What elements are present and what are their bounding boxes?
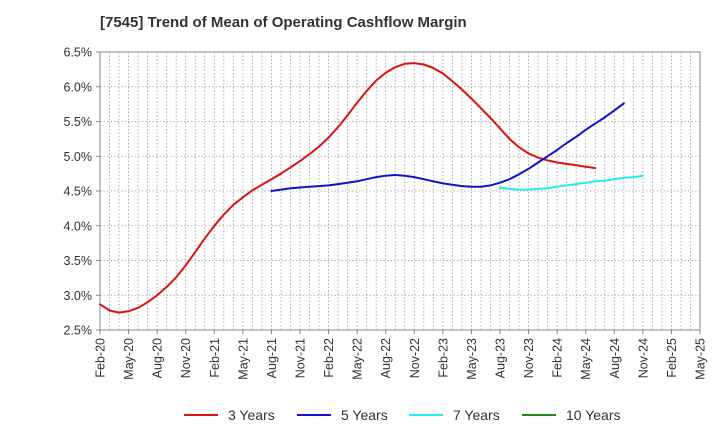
- legend-item-7-years: 7 Years: [409, 404, 500, 426]
- y-tick-label: 5.0%: [64, 150, 93, 164]
- y-tick-label: 6.5%: [64, 46, 93, 60]
- x-tick-label: Aug-21: [265, 338, 279, 378]
- legend-label-3-years: 3 Years: [228, 407, 275, 423]
- x-tick-label: Aug-20: [151, 338, 165, 378]
- x-tick-label: Nov-24: [636, 338, 650, 378]
- x-tick-label: Feb-25: [665, 338, 679, 378]
- x-tick-label: Feb-21: [208, 338, 222, 378]
- x-tick-label: May-23: [465, 338, 479, 380]
- legend-label-5-years: 5 Years: [341, 407, 388, 423]
- y-tick-label: 2.5%: [64, 324, 93, 338]
- x-tick-label: Aug-23: [494, 338, 508, 378]
- x-tick-label: Nov-21: [294, 338, 308, 378]
- x-tick-label: May-25: [694, 338, 708, 380]
- x-tick-label: Nov-20: [179, 338, 193, 378]
- plot-area: [99, 51, 701, 331]
- legend-item-5-years: 5 Years: [297, 404, 388, 426]
- legend-swatch-5-years: [297, 414, 331, 416]
- y-tick-label: 4.5%: [64, 185, 93, 199]
- legend-item-3-years: 3 Years: [184, 404, 275, 426]
- y-tick-label: 5.5%: [64, 115, 93, 129]
- y-tick-label: 3.5%: [64, 254, 93, 268]
- x-tick-label: Feb-23: [436, 338, 450, 378]
- x-tick-label: Nov-22: [408, 338, 422, 378]
- x-tick-label: May-20: [122, 338, 136, 380]
- series-line-7-years: [499, 174, 644, 191]
- series-line-3-years: [99, 62, 597, 314]
- x-tick-label: Feb-20: [94, 338, 108, 378]
- x-tick-label: Aug-22: [379, 338, 393, 378]
- series-line-5-years: [270, 102, 625, 192]
- x-axis: Feb-20 May-20 Aug-20 Nov-20 Feb-21 May-21 Aug-…: [94, 330, 708, 380]
- y-axis: 2.5% 3.0% 3.5% 4.0% 4.5% 5.0% 5.5% 6.0% 6.5%: [64, 46, 100, 338]
- legend-swatch-3-years: [184, 414, 218, 416]
- legend-swatch-10-years: [522, 414, 556, 416]
- x-tick-label: Feb-24: [551, 338, 565, 378]
- x-tick-label: Nov-23: [522, 338, 536, 378]
- y-tick-label: 6.0%: [64, 80, 93, 94]
- legend-label-7-years: 7 Years: [453, 407, 500, 423]
- x-tick-label: Feb-22: [322, 338, 336, 378]
- legend-item-10-years: 10 Years: [522, 404, 621, 426]
- series-lines: [99, 62, 644, 314]
- x-tick-label: May-24: [579, 338, 593, 380]
- x-tick-label: Aug-24: [608, 338, 622, 378]
- legend-swatch-7-years: [409, 414, 443, 416]
- y-tick-label: 3.0%: [64, 289, 93, 303]
- y-tick-label: 4.0%: [64, 219, 93, 233]
- chart-title: [7545] Trend of Mean of Operating Cashfl…: [100, 14, 467, 31]
- x-tick-label: May-22: [351, 338, 365, 380]
- grid: [100, 52, 700, 330]
- legend: 3 Years 5 Years 7 Years 10 Years: [0, 404, 720, 426]
- x-tick-label: May-21: [236, 338, 250, 380]
- legend-label-10-years: 10 Years: [566, 407, 621, 423]
